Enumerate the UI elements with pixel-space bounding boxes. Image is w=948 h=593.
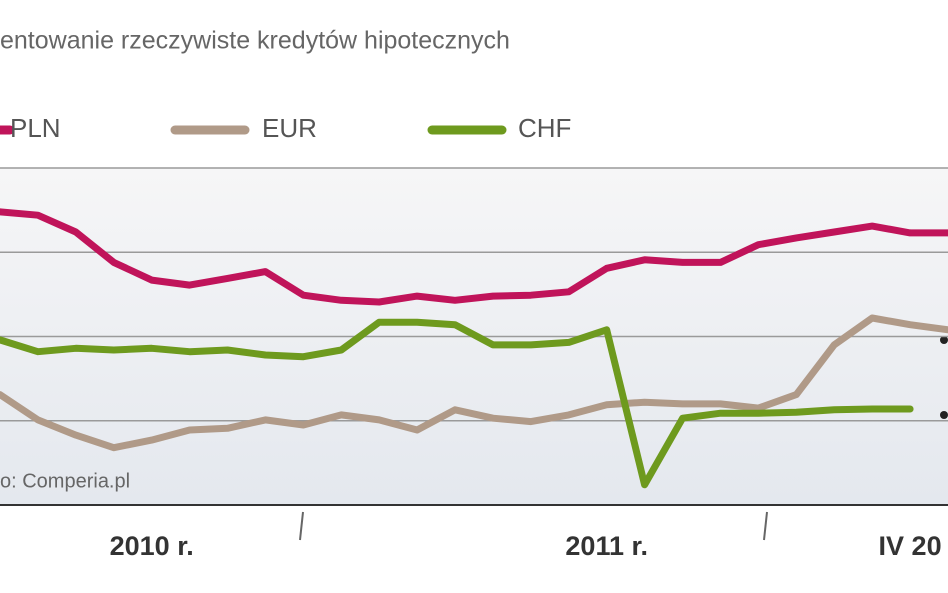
chart-title: entowanie rzeczywiste kredytów hipoteczn… bbox=[0, 27, 510, 55]
marker-dot bbox=[940, 336, 948, 344]
series-line bbox=[0, 314, 948, 452]
legend-label: PLN bbox=[10, 113, 61, 143]
legend-label: EUR bbox=[262, 113, 317, 143]
separator bbox=[299, 511, 304, 541]
series-line bbox=[0, 208, 948, 306]
legend-label: CHF bbox=[518, 113, 571, 143]
source: o: Comperia.pl bbox=[0, 470, 130, 492]
x-tick-label: 2011 r. bbox=[565, 531, 648, 561]
series-line bbox=[0, 318, 914, 489]
x-tick-label: IV 20 bbox=[879, 531, 942, 561]
x-tick-label: 2010 r. bbox=[110, 531, 194, 561]
separator bbox=[763, 511, 768, 541]
marker-dot bbox=[940, 411, 948, 419]
